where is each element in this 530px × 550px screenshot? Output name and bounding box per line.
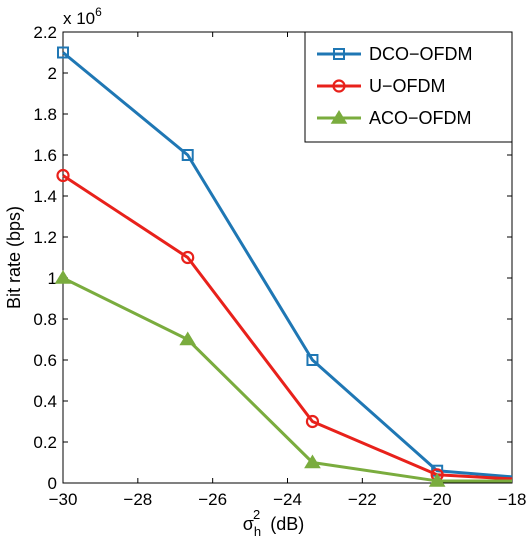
y-tick-label: 0 — [48, 474, 57, 493]
data-point — [181, 250, 195, 265]
y-tick-label: 0.6 — [33, 351, 57, 370]
y-axis-title: Bit rate (bps) — [4, 206, 24, 309]
y-tick-label: 2.2 — [33, 23, 57, 42]
y-tick-label: 0.8 — [33, 310, 57, 329]
x-tick-label: −22 — [348, 490, 377, 509]
y-tick-label: 1 — [48, 269, 57, 288]
data-point — [54, 270, 72, 284]
legend-label: U−OFDM — [369, 76, 446, 96]
y-tick-label: 1.2 — [33, 228, 57, 247]
y-tick-label: 1.8 — [33, 105, 57, 124]
x-axis-title-superscript: 2 — [253, 507, 260, 522]
data-point — [179, 331, 197, 346]
y-exponent-base: x 10 — [63, 9, 95, 28]
x-tick-label: −24 — [273, 490, 302, 509]
y-tick-label: 0.2 — [33, 433, 57, 452]
legend-marker — [330, 110, 348, 124]
legend-marker — [332, 79, 346, 93]
y-exponent-label: x 106 — [63, 5, 102, 28]
legend-item: ACO−OFDM — [317, 108, 472, 128]
y-tick-label: 0.4 — [33, 392, 57, 411]
series-line — [62, 51, 513, 479]
data-point — [56, 168, 70, 183]
x-axis-title-symbol: σ — [243, 514, 254, 534]
x-tick-label: −30 — [49, 490, 78, 509]
series-layer — [54, 46, 513, 487]
legend: DCO−OFDM U−OFDM ACO−OFDM — [304, 31, 513, 143]
x-tick-label: −18 — [498, 490, 527, 509]
series-square — [57, 46, 513, 479]
legend-item: U−OFDM — [317, 76, 446, 96]
x-tick-label: −28 — [123, 490, 152, 509]
data-point — [304, 454, 321, 469]
legend-label: ACO−OFDM — [369, 108, 472, 128]
data-point — [306, 354, 319, 366]
data-point — [428, 473, 446, 487]
x-tick-label: −26 — [198, 490, 227, 509]
legend-item: DCO−OFDM — [317, 44, 473, 64]
y-tick-label: 1.6 — [33, 146, 57, 165]
x-tick-label: −20 — [423, 490, 452, 509]
legend-label: DCO−OFDM — [369, 44, 473, 64]
x-axis-title: σh 2 (dB) — [243, 507, 305, 539]
series-triangle — [54, 270, 512, 487]
data-point — [305, 414, 320, 429]
y-tick-label: 2 — [48, 64, 57, 83]
y-tick-label: 1.4 — [33, 187, 57, 206]
series-line — [62, 174, 513, 481]
x-axis-title-subscript: h — [254, 524, 261, 539]
series-line — [62, 276, 512, 483]
axes-layer: 0 0.2 0.4 0.6 0.8 1 1.2 1.4 1.6 1.8 2 2.2 −30 −28 −26 −… — [4, 5, 526, 539]
x-axis-title-unit: (dB) — [270, 514, 304, 534]
data-point — [57, 46, 69, 59]
data-point — [181, 149, 194, 161]
y-exponent-power: 6 — [95, 5, 102, 19]
series-circle — [56, 168, 513, 482]
legend-marker — [333, 48, 345, 60]
